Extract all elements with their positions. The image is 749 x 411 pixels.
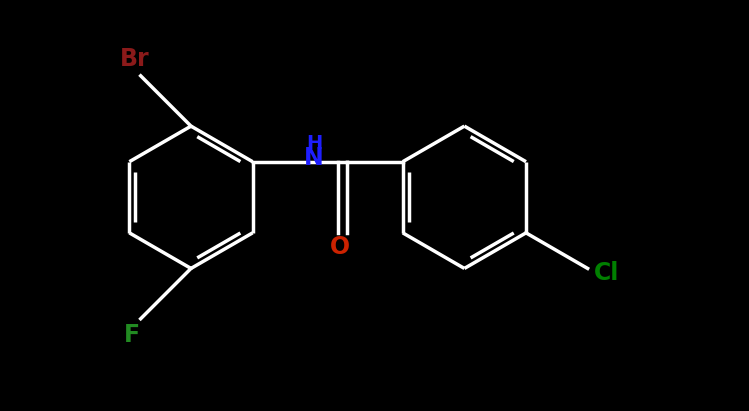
Text: Cl: Cl (594, 261, 619, 284)
Text: O: O (330, 235, 350, 259)
Text: H: H (306, 134, 322, 153)
Text: F: F (124, 323, 140, 347)
Text: Br: Br (120, 47, 150, 72)
Text: N: N (304, 145, 324, 170)
